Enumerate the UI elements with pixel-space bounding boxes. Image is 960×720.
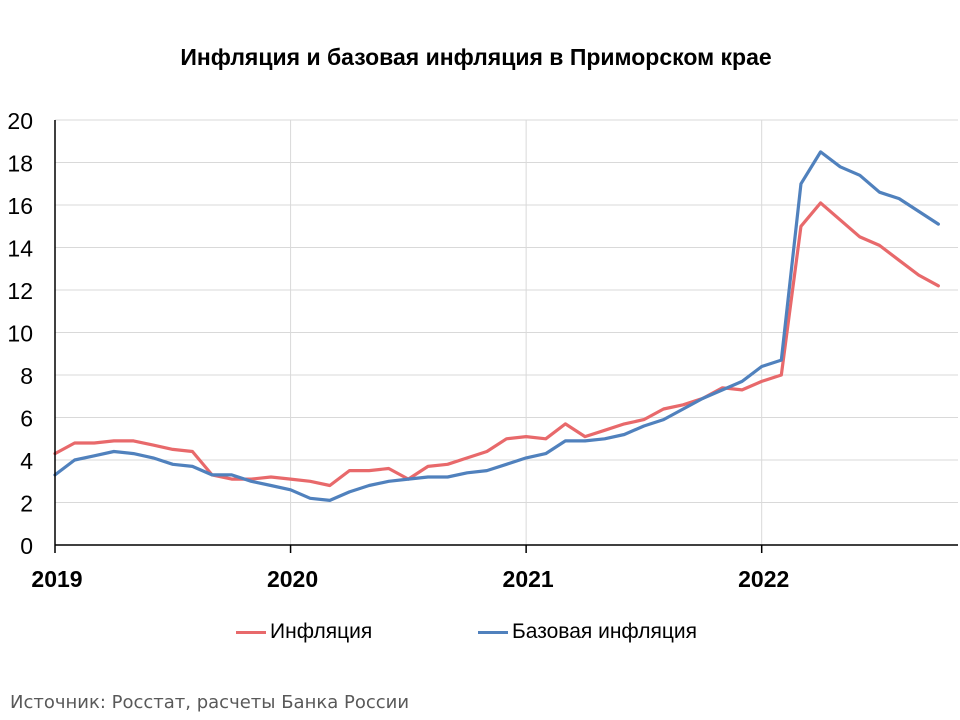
legend-item-inflation: Инфляция: [236, 620, 372, 644]
core-inflation-line: [53, 150, 940, 502]
legend-label-core-inflation: Базовая инфляция: [512, 620, 698, 643]
grid-lines: [55, 119, 958, 545]
legend-item-core-inflation: Базовая инфляция: [478, 620, 697, 644]
legend-swatch-core-inflation: [478, 630, 508, 634]
inflation-line: [53, 201, 940, 488]
axes: [54, 120, 958, 546]
chart-title: Инфляция и базовая инфляция в Приморском…: [180, 44, 772, 70]
y-tick-label: 4: [20, 448, 33, 474]
y-tick-label: 20: [7, 108, 33, 134]
legend-label-inflation: Инфляция: [270, 620, 373, 643]
y-tick-label: 0: [20, 533, 33, 559]
y-tick-label: 14: [7, 236, 33, 262]
x-axis-ticks: 2019 2020 2021 2022: [31, 545, 789, 592]
x-tick-label: 2022: [738, 566, 789, 592]
y-tick-label: 18: [7, 151, 33, 177]
y-axis-ticks: 0 2 4 6 8 10 12 14 16 18 20: [7, 108, 33, 559]
source-note: Источник: Росстат, расчеты Банка России: [10, 692, 410, 713]
series-lines: [53, 150, 940, 502]
line-chart: 0 2 4 6 8 10 12 14 16 18 20 2019 2020 2021 2022: [7, 108, 958, 592]
legend-swatch-inflation: [236, 630, 266, 634]
y-tick-label: 10: [7, 321, 33, 347]
y-tick-label: 2: [20, 491, 33, 517]
y-tick-label: 6: [20, 406, 33, 432]
x-tick-label: 2020: [267, 566, 318, 592]
y-tick-label: 8: [20, 363, 33, 389]
y-tick-label: 16: [7, 193, 33, 219]
x-tick-label: 2019: [31, 566, 82, 592]
x-tick-label: 2021: [503, 566, 554, 592]
y-tick-label: 12: [7, 278, 33, 304]
legend: Инфляция Базовая инфляция: [0, 620, 960, 650]
